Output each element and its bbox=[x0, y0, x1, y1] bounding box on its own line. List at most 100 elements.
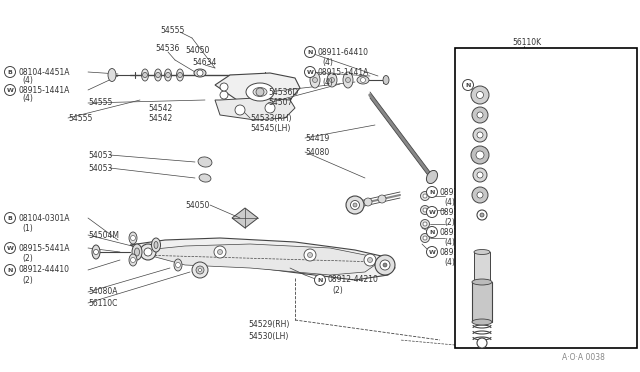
Text: 54053: 54053 bbox=[88, 151, 113, 160]
Circle shape bbox=[265, 103, 275, 113]
Text: W: W bbox=[6, 246, 13, 250]
Text: 08915-5441A: 08915-5441A bbox=[18, 244, 70, 253]
Ellipse shape bbox=[134, 248, 140, 256]
Text: 54080: 54080 bbox=[305, 148, 329, 157]
Ellipse shape bbox=[253, 87, 267, 96]
Circle shape bbox=[4, 212, 15, 224]
Circle shape bbox=[423, 236, 427, 240]
Ellipse shape bbox=[129, 232, 137, 244]
Circle shape bbox=[256, 88, 264, 96]
Circle shape bbox=[218, 250, 223, 254]
Text: (2): (2) bbox=[22, 276, 33, 285]
Circle shape bbox=[423, 222, 427, 226]
Text: 54542: 54542 bbox=[148, 113, 172, 122]
Circle shape bbox=[220, 83, 228, 91]
Text: 54536: 54536 bbox=[155, 44, 179, 52]
Text: 56114: 56114 bbox=[503, 192, 527, 202]
Circle shape bbox=[426, 227, 438, 237]
Ellipse shape bbox=[474, 250, 490, 254]
Circle shape bbox=[312, 77, 317, 83]
Circle shape bbox=[346, 196, 364, 214]
Circle shape bbox=[143, 73, 147, 77]
Circle shape bbox=[473, 128, 487, 142]
Text: 54542: 54542 bbox=[148, 103, 172, 112]
Text: W: W bbox=[307, 70, 314, 74]
Ellipse shape bbox=[154, 69, 161, 81]
Text: 08915-1441A: 08915-1441A bbox=[318, 67, 369, 77]
Ellipse shape bbox=[327, 73, 337, 87]
Ellipse shape bbox=[343, 72, 353, 88]
Circle shape bbox=[364, 198, 372, 206]
Text: 54533(RH): 54533(RH) bbox=[250, 113, 291, 122]
Circle shape bbox=[477, 112, 483, 118]
Text: 56112: 56112 bbox=[503, 173, 527, 182]
Text: 54529(RH): 54529(RH) bbox=[248, 321, 289, 330]
Circle shape bbox=[426, 247, 438, 257]
Ellipse shape bbox=[472, 319, 492, 325]
Text: 54555: 54555 bbox=[68, 113, 92, 122]
Circle shape bbox=[353, 203, 357, 207]
Text: 56113: 56113 bbox=[503, 153, 527, 161]
Circle shape bbox=[423, 208, 427, 212]
Bar bbox=[474, 252, 490, 282]
Text: (4): (4) bbox=[444, 257, 455, 266]
Circle shape bbox=[375, 255, 395, 275]
Circle shape bbox=[367, 257, 372, 263]
Circle shape bbox=[330, 77, 335, 83]
Text: 08912-44410: 08912-44410 bbox=[18, 266, 69, 275]
Ellipse shape bbox=[426, 170, 438, 183]
Ellipse shape bbox=[164, 69, 172, 81]
Circle shape bbox=[477, 338, 487, 348]
Polygon shape bbox=[215, 98, 295, 120]
Ellipse shape bbox=[199, 174, 211, 182]
Ellipse shape bbox=[108, 68, 116, 81]
Circle shape bbox=[472, 187, 488, 203]
Text: N: N bbox=[317, 278, 323, 282]
Text: W: W bbox=[429, 250, 435, 254]
Text: 08911-64410: 08911-64410 bbox=[318, 48, 369, 57]
Text: A·O·A 0038: A·O·A 0038 bbox=[562, 353, 605, 362]
Circle shape bbox=[351, 201, 360, 209]
Circle shape bbox=[192, 262, 208, 278]
Circle shape bbox=[220, 91, 228, 99]
Text: N: N bbox=[429, 230, 435, 234]
Text: 54053: 54053 bbox=[88, 164, 113, 173]
Text: (4): (4) bbox=[22, 76, 33, 84]
Circle shape bbox=[175, 263, 180, 267]
Text: N: N bbox=[465, 83, 470, 87]
Polygon shape bbox=[145, 244, 375, 275]
Ellipse shape bbox=[129, 254, 137, 266]
Text: 54080A: 54080A bbox=[88, 288, 118, 296]
Ellipse shape bbox=[141, 69, 148, 81]
Ellipse shape bbox=[472, 279, 492, 285]
Bar bbox=[455, 48, 637, 348]
Text: N: N bbox=[307, 49, 313, 55]
Text: 08915-1401A: 08915-1401A bbox=[440, 247, 492, 257]
Circle shape bbox=[477, 192, 483, 198]
Circle shape bbox=[4, 264, 15, 276]
Ellipse shape bbox=[198, 157, 212, 167]
Circle shape bbox=[477, 132, 483, 138]
Text: (4): (4) bbox=[444, 237, 455, 247]
Circle shape bbox=[4, 84, 15, 96]
Circle shape bbox=[197, 70, 203, 76]
Circle shape bbox=[364, 254, 376, 266]
Text: 56114: 56114 bbox=[503, 112, 527, 122]
Circle shape bbox=[156, 73, 161, 77]
Text: 08915-1441A: 08915-1441A bbox=[18, 86, 69, 94]
Circle shape bbox=[472, 107, 488, 123]
Text: 08911-64010: 08911-64010 bbox=[440, 187, 491, 196]
Circle shape bbox=[420, 205, 429, 215]
Text: 08911-2421A: 08911-2421A bbox=[440, 228, 491, 237]
Text: (2): (2) bbox=[501, 100, 512, 109]
Ellipse shape bbox=[357, 76, 369, 84]
Ellipse shape bbox=[194, 69, 206, 77]
Text: 54555: 54555 bbox=[160, 26, 184, 35]
Polygon shape bbox=[130, 238, 395, 280]
Circle shape bbox=[473, 168, 487, 182]
Circle shape bbox=[307, 253, 312, 257]
Circle shape bbox=[131, 235, 136, 241]
Circle shape bbox=[463, 80, 474, 90]
Circle shape bbox=[305, 46, 316, 58]
Circle shape bbox=[4, 67, 15, 77]
